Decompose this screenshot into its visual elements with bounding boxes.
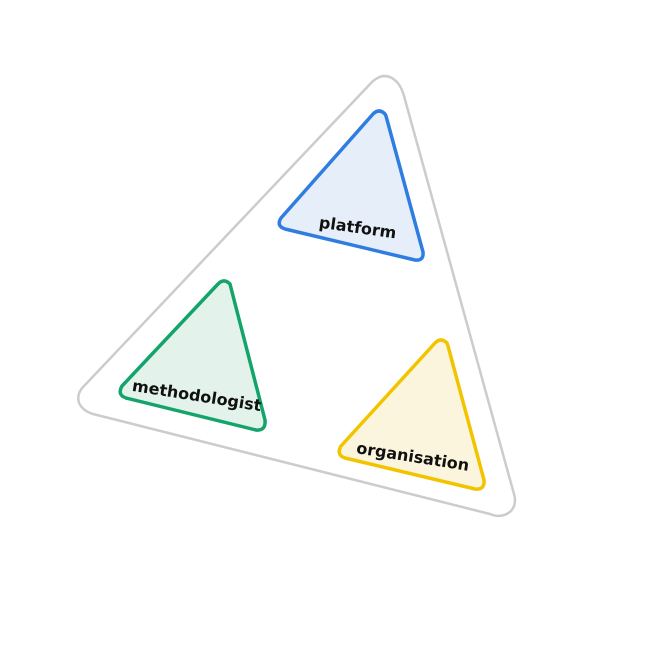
platform-node: platform [277,109,425,262]
organisation-triangle [337,338,486,491]
methodologist-node: methodologist [118,279,267,432]
methodologist-triangle [118,279,267,432]
platform-triangle [277,109,425,262]
